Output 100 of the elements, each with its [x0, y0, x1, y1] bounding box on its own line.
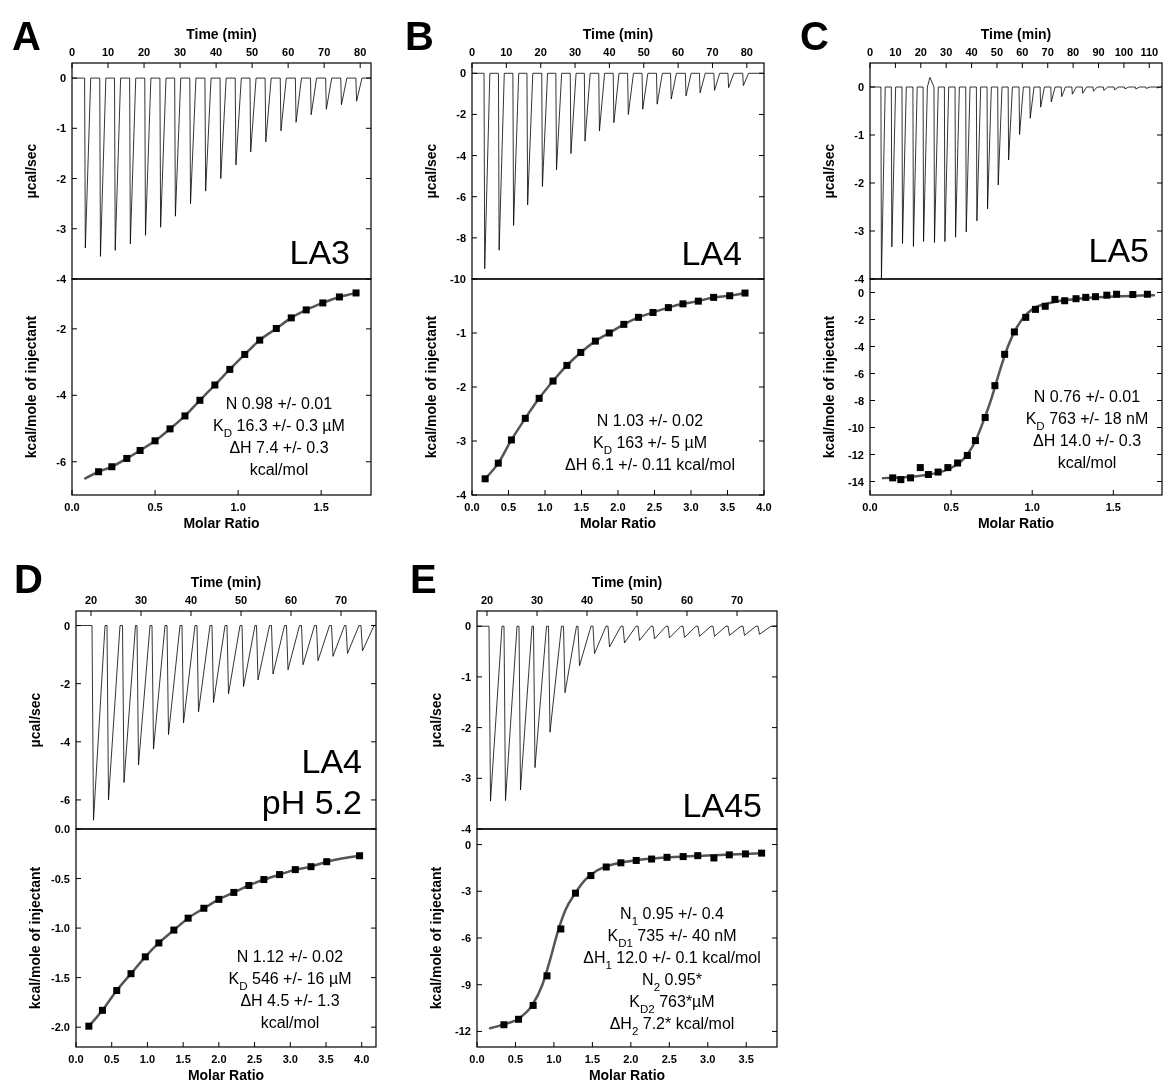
point [170, 926, 178, 934]
y-axis-title: kcal/mole of injectant [423, 315, 439, 459]
y-tick-label: -0.5 [51, 872, 70, 885]
x-tick-label: 2.5 [661, 1053, 677, 1065]
x-tick-label: 1.0 [230, 501, 246, 513]
x-tick-label: 70 [334, 594, 348, 606]
x-axis-title: Time (min) [591, 574, 663, 590]
y-axis-title: kcal/mole of injectant [27, 866, 43, 1010]
point [1001, 350, 1009, 358]
point [634, 313, 642, 321]
x-tick-label: 20 [534, 46, 547, 58]
x-axis-title: Molar Ratio [588, 1067, 666, 1083]
point [897, 476, 905, 484]
point [127, 970, 135, 978]
point [577, 348, 585, 356]
point [954, 459, 962, 467]
x-tick-label: 10 [101, 46, 115, 58]
annotation: ΔH 4.5 +/- 1.3 [240, 992, 340, 1009]
point [241, 350, 249, 358]
point [543, 972, 551, 980]
y-tick-label: -4 [56, 273, 67, 285]
x-tick-label: 20 [137, 46, 151, 58]
y-tick-label: -1.0 [51, 922, 70, 935]
point [356, 852, 364, 860]
x-tick-label: 50 [637, 46, 650, 58]
y-axis-title: µcal/sec [423, 143, 439, 199]
y-tick-label: -14 [848, 475, 865, 488]
x-tick-label: 40 [965, 46, 978, 58]
y-tick-label: -3 [461, 885, 471, 898]
point [1103, 291, 1111, 299]
y-tick-label: 0 [857, 286, 864, 299]
point [307, 863, 315, 871]
point [521, 414, 529, 422]
x-tick-label: 30 [568, 46, 582, 58]
x-tick-label: 80 [740, 46, 753, 58]
x-axis-title: Time (min) [582, 26, 654, 42]
y-tick-label: -2 [461, 721, 471, 734]
point [287, 314, 295, 322]
y-tick-label: -4 [456, 489, 467, 501]
x-tick-label: 20 [84, 594, 98, 606]
x-axis-title: Time (min) [186, 26, 257, 42]
y-tick-label: -9 [461, 978, 471, 991]
x-tick-label: 30 [134, 594, 148, 606]
point [549, 377, 557, 385]
point [907, 474, 915, 482]
point [302, 306, 310, 314]
point [1061, 297, 1069, 305]
y-tick-label: -8 [456, 231, 466, 244]
y-tick-label: -6 [56, 455, 66, 468]
point [226, 365, 234, 373]
point [620, 320, 628, 328]
point [196, 396, 204, 404]
x-tick-label: 50 [234, 594, 248, 606]
point [664, 304, 672, 312]
annotation: K$_{D}$ 546 +/- 16 µM [228, 970, 352, 992]
x-axis-title: Time (min) [190, 574, 262, 590]
y-tick-label: -1.5 [51, 971, 70, 984]
point [679, 853, 687, 861]
x-tick-label: 1.0 [546, 1053, 562, 1065]
y-tick-label: -10 [848, 421, 864, 434]
y-tick-label: -2.0 [51, 1021, 70, 1034]
y-axis-title: µcal/sec [27, 692, 43, 748]
x-tick-label: 0.5 [507, 1053, 524, 1065]
point [563, 361, 571, 369]
point [291, 866, 299, 874]
x-tick-label: 110 [1140, 46, 1159, 58]
y-tick-label: -2 [854, 313, 864, 326]
point [95, 468, 103, 476]
annotation: ΔH 6.1 +/- 0.11 kcal/mol [564, 456, 736, 473]
y-tick-label: 0 [464, 620, 471, 633]
y-tick-label: -8 [854, 394, 864, 407]
annotation: N$_{1}$ 0.95 +/- 0.4 [620, 905, 724, 927]
x-tick-label: 3.0 [683, 501, 699, 513]
x-tick-label: 80 [1067, 46, 1080, 58]
x-tick-label: 2.0 [623, 1053, 639, 1065]
y-tick-label: -1 [456, 327, 466, 339]
x-tick-label: 4.0 [354, 1053, 370, 1065]
x-tick-label: 100 [1114, 46, 1134, 58]
annotation: N 1.12 +/- 0.02 [236, 948, 344, 965]
point [663, 853, 671, 861]
y-tick-label: -2 [456, 381, 466, 393]
annotation: LA45 [682, 786, 762, 824]
point [166, 425, 174, 433]
point [260, 876, 268, 884]
x-tick-label: 20 [914, 46, 927, 58]
point [352, 289, 360, 297]
x-axis-title: Molar Ratio [977, 515, 1055, 531]
y-tick-label: -4 [60, 735, 71, 748]
point [591, 337, 599, 345]
annotation: kcal/mol [1057, 454, 1117, 471]
y-tick-label: 0.0 [54, 823, 70, 835]
point [726, 292, 734, 300]
x-tick-label: 0.5 [104, 1053, 120, 1065]
x-tick-label: 1.5 [175, 1053, 191, 1065]
y-tick-label: -4 [461, 823, 472, 835]
x-tick-label: 40 [580, 594, 594, 606]
point [272, 325, 280, 333]
y-tick-label: -6 [854, 367, 864, 380]
y-tick-label: -4 [854, 340, 865, 353]
x-tick-label: 1.5 [1105, 501, 1121, 513]
